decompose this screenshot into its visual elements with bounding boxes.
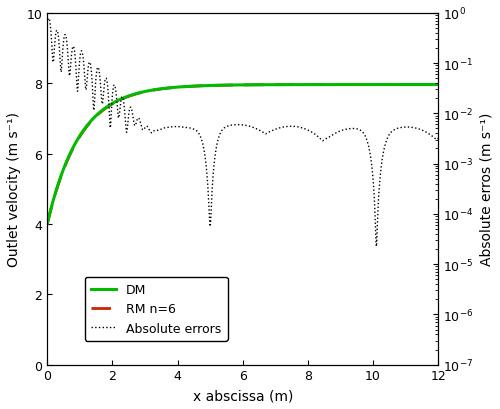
Y-axis label: Outlet velocity (m s⁻¹): Outlet velocity (m s⁻¹) — [7, 112, 21, 267]
Absolute errors — [194, 130, 200, 135]
X-axis label: x abscissa (m): x abscissa (m) — [192, 388, 293, 402]
Absolute errors — [386, 134, 392, 139]
RM n=6 — [436, 83, 442, 88]
RM n=6 — [424, 83, 430, 88]
DM — [352, 83, 358, 88]
Line: Absolute errors: Absolute errors — [48, 19, 438, 247]
Absolute errors — [436, 137, 442, 142]
Line: RM n=6: RM n=6 — [48, 85, 438, 225]
Absolute errors — [46, 17, 52, 22]
Line: DM: DM — [48, 85, 438, 224]
Absolute errors — [428, 133, 434, 138]
DM — [44, 222, 51, 227]
Absolute errors — [212, 160, 218, 165]
DM — [424, 83, 430, 88]
Absolute errors — [44, 22, 51, 27]
DM — [424, 83, 430, 88]
Absolute errors — [112, 85, 118, 90]
DM — [64, 158, 70, 163]
DM — [224, 83, 230, 88]
RM n=6 — [44, 222, 51, 227]
RM n=6 — [224, 83, 230, 88]
Absolute errors — [89, 77, 95, 82]
RM n=6 — [424, 83, 430, 88]
DM — [436, 83, 442, 88]
Legend: DM, RM n=6, Absolute errors: DM, RM n=6, Absolute errors — [85, 277, 228, 341]
Absolute errors — [374, 245, 380, 249]
RM n=6 — [234, 83, 240, 88]
DM — [234, 83, 240, 88]
Y-axis label: Absolute erros (m s⁻¹): Absolute erros (m s⁻¹) — [479, 113, 493, 266]
RM n=6 — [64, 159, 70, 164]
RM n=6 — [352, 83, 358, 88]
